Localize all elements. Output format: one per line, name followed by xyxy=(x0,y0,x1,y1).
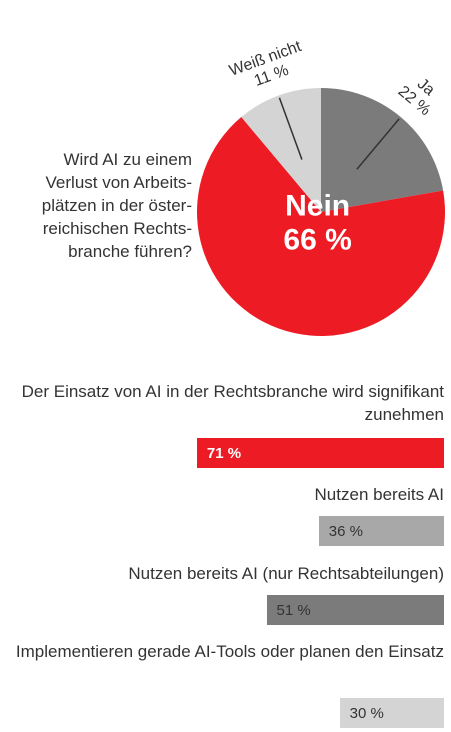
pie-slice-wei-nicht xyxy=(241,88,321,212)
bar-increase: 71 % xyxy=(196,438,444,468)
pie-leader-wei-nicht xyxy=(278,97,303,160)
pie-slice-nein xyxy=(196,117,445,336)
pie-label-nein: Nein xyxy=(285,189,350,222)
bar-label-implementing: Implementieren gerade AI-Tools oder plan… xyxy=(15,642,444,661)
bar-value-implementing: 30 % xyxy=(349,704,384,722)
bar-label-increase: Der Einsatz von AI in der Rechtsbranche … xyxy=(21,382,444,424)
pie-value-nein: 66 % xyxy=(283,223,351,256)
bar-value-using-legal-dept: 51 % xyxy=(276,601,311,619)
pie-leader-ja xyxy=(356,118,400,170)
bar-using: 36 % xyxy=(318,516,444,546)
bar-value-using: 36 % xyxy=(328,522,363,540)
bar-value-increase: 71 % xyxy=(206,444,242,462)
bar-using-legal-dept: 51 % xyxy=(266,595,444,625)
bar-label-using: Nutzen bereits AI xyxy=(314,485,444,504)
pie-slice-ja xyxy=(321,88,444,212)
bar-implementing: 30 % xyxy=(339,698,444,728)
bar-label-using-legal-dept: Nutzen bereits AI (nur Rechtsabteilungen… xyxy=(128,564,444,583)
pie-question: Wird AI zu einem Verlust von Arbeits-plä… xyxy=(41,150,192,261)
